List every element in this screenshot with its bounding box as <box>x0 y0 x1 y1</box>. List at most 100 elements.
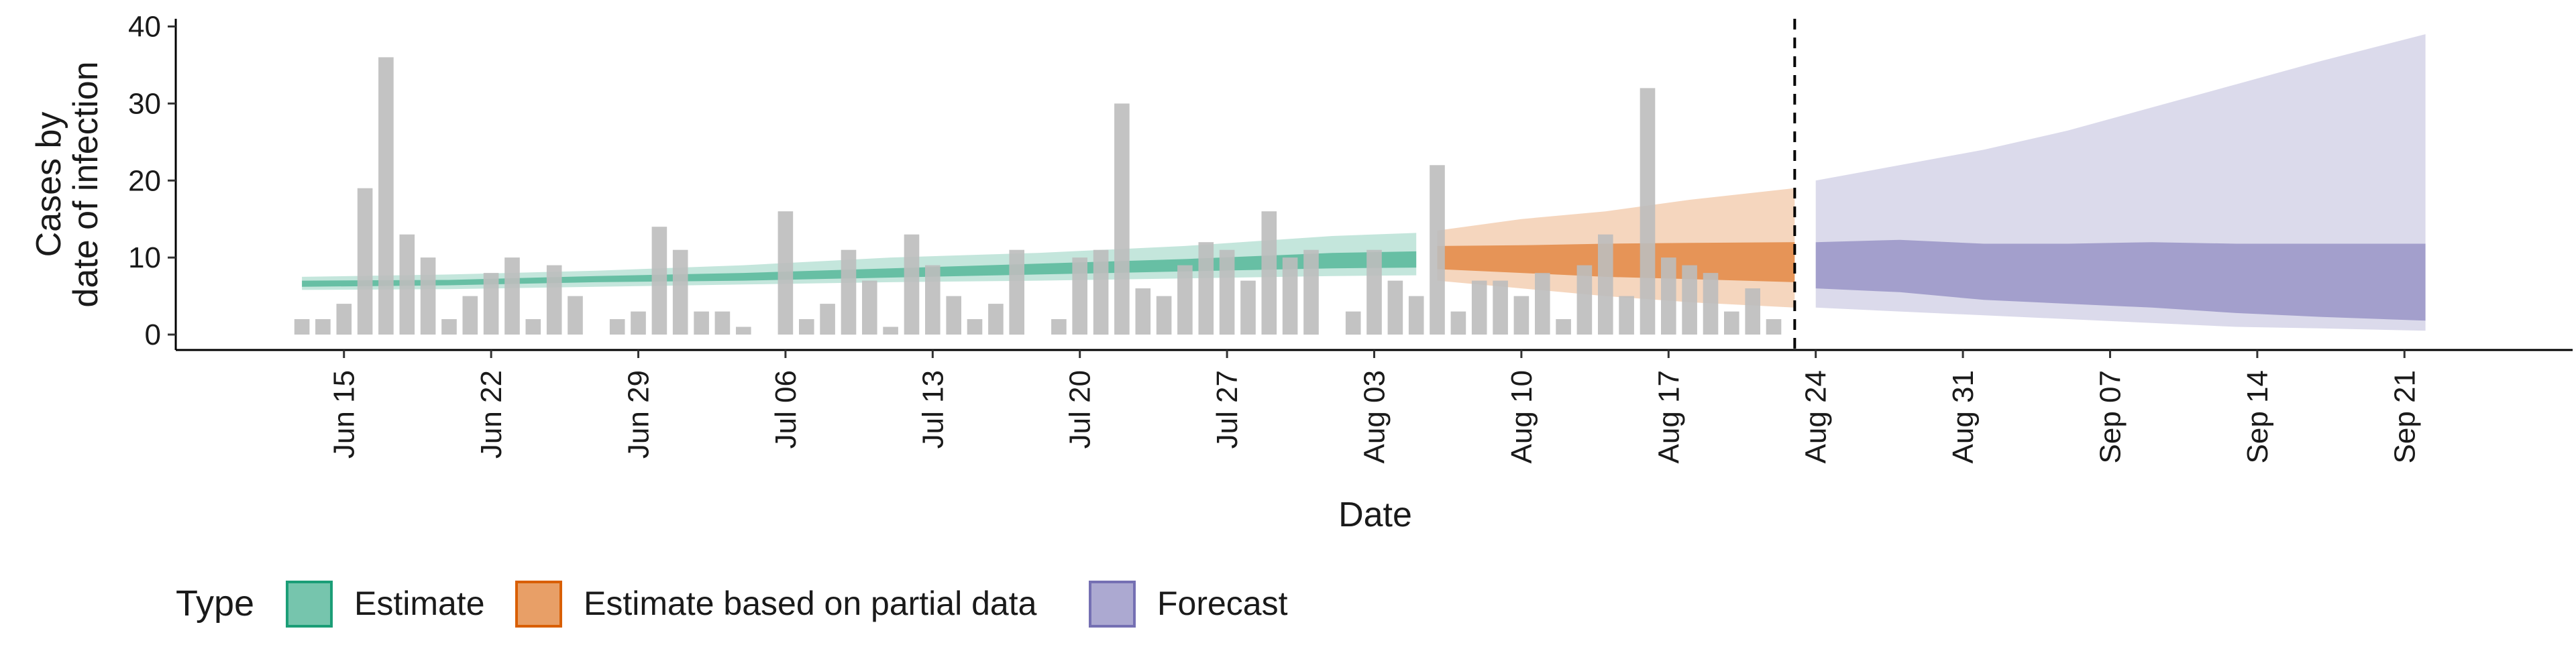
bar <box>525 319 541 335</box>
bar <box>1261 211 1277 335</box>
bar <box>462 296 478 335</box>
bar <box>777 211 794 335</box>
x-tick-label: Aug 10 <box>1505 370 1538 463</box>
bar <box>799 319 814 335</box>
legend-title: Type <box>176 583 254 624</box>
bar <box>651 227 667 335</box>
bar <box>357 188 373 335</box>
y-tick-label: 0 <box>145 318 161 351</box>
bar <box>1745 288 1760 335</box>
x-tick-label: Aug 24 <box>1800 370 1833 463</box>
bar <box>1535 273 1550 335</box>
bar <box>1450 311 1466 335</box>
bar <box>1282 257 1298 335</box>
bar <box>1240 280 1256 335</box>
bar <box>1430 165 1445 335</box>
bar <box>736 327 751 335</box>
bar <box>1072 257 1087 335</box>
x-tick-label: Jun 22 <box>475 370 508 459</box>
bar <box>1556 319 1571 335</box>
bar <box>504 257 520 335</box>
band-layer <box>302 34 2426 331</box>
bar <box>1219 249 1235 335</box>
x-tick-label: Jul 27 <box>1211 370 1244 449</box>
axis-layer: 0 10 20 30 40 Jun 15 Jun 22 Jun 29 Jul 06 Jul 13 J… <box>30 10 2573 534</box>
x-tick-label: Sep 14 <box>2241 370 2274 463</box>
bar <box>1387 280 1403 335</box>
bar <box>1345 311 1361 335</box>
bar <box>925 265 941 335</box>
x-tick-label: Jul 13 <box>916 370 949 449</box>
legend-layer: Type Estimate Estimate based on partial da… <box>176 581 1288 628</box>
bar <box>672 249 688 335</box>
bar <box>1177 265 1193 335</box>
bar <box>820 304 835 335</box>
bar <box>1303 249 1319 335</box>
y-axis-title-line-1: Cases by <box>30 112 68 257</box>
bar <box>862 280 877 335</box>
x-tick-label: Aug 31 <box>1947 370 1980 463</box>
bar <box>946 296 961 335</box>
bar <box>399 234 415 335</box>
bar <box>546 265 562 335</box>
bar <box>967 319 983 335</box>
bar <box>568 296 583 335</box>
bar <box>1471 280 1487 335</box>
bar <box>441 319 457 335</box>
band-outer-estimate <box>302 233 1417 290</box>
x-tick-label: Jun 15 <box>328 370 361 459</box>
bar <box>1156 296 1172 335</box>
bar <box>315 319 331 335</box>
bar <box>988 304 1004 335</box>
bar <box>420 257 436 335</box>
bar <box>1576 265 1593 335</box>
x-tick-label: Aug 17 <box>1652 370 1685 463</box>
legend-label: Estimate based on partial data <box>584 585 1037 622</box>
bar-layer <box>294 57 1782 335</box>
bar <box>694 311 709 335</box>
bar <box>714 311 731 335</box>
x-tick-label: Jul 20 <box>1064 370 1097 449</box>
x-tick-label: Aug 03 <box>1358 370 1391 463</box>
bar <box>1408 296 1424 335</box>
x-axis-title: Date <box>1338 495 1412 534</box>
bar <box>883 327 898 335</box>
band-inner-forecast <box>1815 239 2426 321</box>
bar <box>609 319 625 335</box>
bar <box>841 249 857 335</box>
bar <box>1724 311 1739 335</box>
bar <box>1009 249 1024 335</box>
bar <box>1198 242 1214 335</box>
bar <box>1703 273 1719 335</box>
bar <box>631 311 646 335</box>
band-inner-estimate <box>302 251 1417 287</box>
bar <box>1093 249 1109 335</box>
y-tick-label: 30 <box>128 87 161 120</box>
bar <box>1661 257 1676 335</box>
x-tick-label: Jun 29 <box>623 370 655 459</box>
legend-label: Forecast <box>1157 585 1288 622</box>
bar <box>1513 296 1529 335</box>
y-tick-label: 40 <box>128 10 161 43</box>
x-tick-label: Jul 06 <box>769 370 802 449</box>
y-axis-title-line-2: date of infection <box>66 61 105 307</box>
bar <box>1366 249 1382 335</box>
bar <box>483 273 499 335</box>
x-tick-label: Sep 21 <box>2388 370 2421 463</box>
bar <box>1766 319 1782 335</box>
bar <box>1619 296 1634 335</box>
y-tick-label: 10 <box>128 241 161 274</box>
bar <box>378 57 394 335</box>
bar <box>904 234 920 335</box>
bar <box>1051 319 1067 335</box>
bar <box>1114 103 1130 335</box>
bar <box>294 319 310 335</box>
x-tick-label: Sep 07 <box>2094 370 2127 463</box>
band-inner-estimate-based-on-partial-data <box>1437 242 1795 282</box>
bar <box>1135 288 1151 335</box>
bar <box>1682 265 1697 335</box>
legend-key-swatch <box>515 581 562 628</box>
bar <box>1598 234 1613 335</box>
